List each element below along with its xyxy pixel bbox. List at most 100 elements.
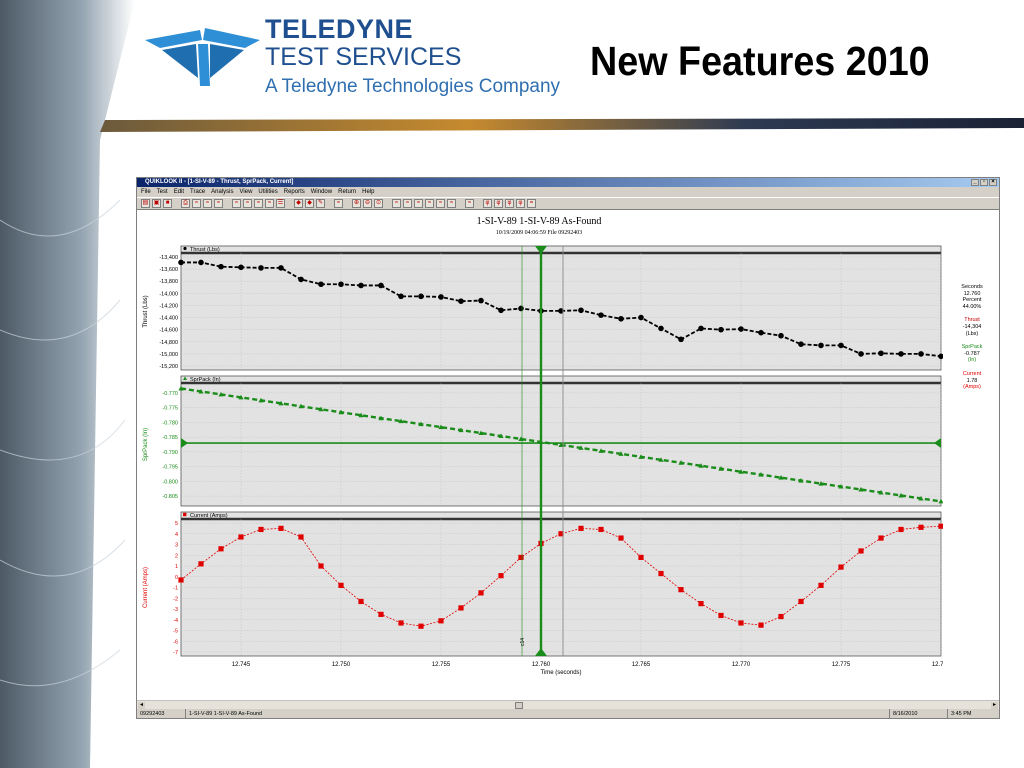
- trace-2-icon[interactable]: ≈: [203, 199, 212, 208]
- filter-1-icon[interactable]: φ: [483, 199, 492, 208]
- sprpack-legend-marker: [183, 376, 187, 380]
- thrust-ytick-label: -14,000: [159, 291, 178, 297]
- menu-reports[interactable]: Reports: [283, 189, 305, 195]
- menu-test[interactable]: Test: [156, 189, 168, 195]
- close-button[interactable]: ×: [989, 179, 997, 186]
- current-data-point: [558, 531, 564, 537]
- trace-5-icon[interactable]: ≈: [243, 199, 252, 208]
- readout-thrust-unit: (Lbs): [965, 330, 979, 337]
- current-data-point: [758, 622, 764, 628]
- current-data-point: [298, 534, 304, 540]
- current-data-point: [258, 526, 264, 533]
- current-data-point: [458, 605, 464, 611]
- menu-trace[interactable]: Trace: [190, 189, 206, 195]
- status-bar: 09292403 1-SI-V-89 1-SI-V-89 As-Found 8/…: [137, 709, 999, 719]
- menu-edit[interactable]: Edit: [173, 189, 185, 195]
- x-tick-label: 12.770: [732, 662, 751, 668]
- trace-12-icon[interactable]: ≈: [436, 199, 445, 208]
- current-data-point: [178, 577, 184, 583]
- trace-1-icon[interactable]: ≈: [192, 199, 201, 208]
- thrust-data-point: [518, 305, 524, 312]
- zoom-in-icon[interactable]: ⊕: [352, 199, 361, 208]
- trace-6-icon[interactable]: ≈: [254, 199, 263, 208]
- current-data-point: [358, 598, 364, 605]
- scroll-left-icon[interactable]: ◂: [138, 702, 145, 709]
- thrust-data-point: [878, 350, 884, 357]
- stop-icon[interactable]: ■: [163, 199, 172, 208]
- zoom-fit-icon[interactable]: ⊙: [374, 199, 383, 208]
- readout-seconds-label: Seconds: [961, 284, 983, 290]
- current-data-point: [738, 620, 744, 626]
- cursor-right-icon[interactable]: ◆: [305, 199, 314, 208]
- plot-area[interactable]: 1-SI-V-89 1-SI-V-89 As-Found 10/19/2009 …: [137, 210, 999, 700]
- open-icon[interactable]: ▤: [141, 199, 150, 208]
- thrust-data-point: [718, 326, 724, 333]
- maximize-button[interactable]: ▫: [980, 179, 988, 186]
- menu-analysis[interactable]: Analysis: [211, 189, 234, 195]
- thrust-ytick-label: -15,000: [159, 352, 178, 358]
- menu-file[interactable]: File: [141, 189, 151, 195]
- current-legend-marker: [183, 512, 187, 517]
- current-data-point: [838, 564, 844, 570]
- menu-return[interactable]: Return: [338, 189, 357, 195]
- slide-title: New Features 2010: [590, 38, 930, 84]
- current-data-point: [638, 554, 644, 560]
- trace-11-icon[interactable]: ≈: [425, 199, 434, 208]
- window-titlebar[interactable]: QUIKLOOK II - [1-SI-V-89 - Thrust, SprPa…: [137, 178, 999, 187]
- scroll-thumb[interactable]: [515, 702, 523, 709]
- status-file: 09292403: [140, 711, 165, 717]
- current-data-point: [618, 535, 624, 541]
- print-icon[interactable]: ⎙: [181, 199, 190, 208]
- minimize-button[interactable]: _: [971, 179, 979, 186]
- current-data-point: [478, 590, 484, 596]
- sprpack-data-point: [778, 475, 784, 480]
- chart-svg[interactable]: Thrust (Lbs) -13,400 -13,600 -13,800 -14,000…: [137, 210, 943, 700]
- current-data-point: [698, 601, 704, 607]
- sprpack-series-label: SprPack (In): [190, 377, 221, 383]
- current-ytick-label: 4: [175, 532, 178, 538]
- trace-10-icon[interactable]: ≈: [414, 199, 423, 208]
- thrust-data-point: [618, 315, 624, 322]
- menu-utilities[interactable]: Utilities: [258, 189, 278, 195]
- equals-icon[interactable]: =: [527, 199, 536, 208]
- horizontal-scrollbar[interactable]: ◂ ▸: [137, 700, 999, 709]
- menu-view[interactable]: View: [239, 189, 253, 195]
- current-data-point: [778, 613, 784, 620]
- scroll-right-icon[interactable]: ▸: [991, 702, 998, 709]
- thrust-data-point: [418, 293, 424, 300]
- trace-3-icon[interactable]: ≈: [214, 199, 223, 208]
- analysis-icon[interactable]: ≈: [334, 199, 343, 208]
- trace-7-icon[interactable]: ≈: [265, 199, 274, 208]
- current-axis-label: Current (Amps): [143, 567, 149, 608]
- current-ytick-label: 2: [175, 553, 178, 559]
- thrust-ytick-label: -14,400: [159, 316, 178, 322]
- cursor-left-icon[interactable]: ◆: [294, 199, 303, 208]
- current-data-point: [578, 525, 584, 531]
- current-ytick-label: 0: [175, 575, 178, 581]
- sprpack-data-point: [418, 421, 424, 427]
- trace-4-icon[interactable]: ≈: [232, 199, 241, 208]
- save-icon[interactable]: ▣: [152, 199, 161, 208]
- thrust-data-point: [198, 259, 204, 266]
- thrust-data-point: [258, 265, 264, 271]
- menu-window[interactable]: Window: [310, 189, 333, 195]
- trace-14-icon[interactable]: ≈: [465, 199, 474, 208]
- thrust-ytick-label: -14,600: [159, 328, 178, 334]
- current-ytick-label: -7: [173, 650, 178, 656]
- zoom-out-icon[interactable]: ⊖: [363, 199, 372, 208]
- trace-8-icon[interactable]: ≈: [392, 199, 401, 208]
- pen-icon[interactable]: ✎: [316, 199, 325, 208]
- trace-13-icon[interactable]: ≈: [447, 199, 456, 208]
- current-data-point: [418, 623, 424, 629]
- readout-current-label: Current: [962, 370, 982, 377]
- filter-2-icon[interactable]: φ: [494, 199, 503, 208]
- sprpack-ytick-label: -0.800: [162, 479, 178, 485]
- trace-9-icon[interactable]: ≈: [403, 199, 412, 208]
- sprpack-data-point: [378, 415, 384, 421]
- filter-3-icon[interactable]: φ: [505, 199, 514, 208]
- filter-4-icon[interactable]: φ: [516, 199, 525, 208]
- menu-help[interactable]: Help: [362, 189, 375, 195]
- grid-icon[interactable]: ☰: [276, 199, 285, 208]
- status-test: 1-SI-V-89 1-SI-V-89 As-Found: [185, 709, 262, 719]
